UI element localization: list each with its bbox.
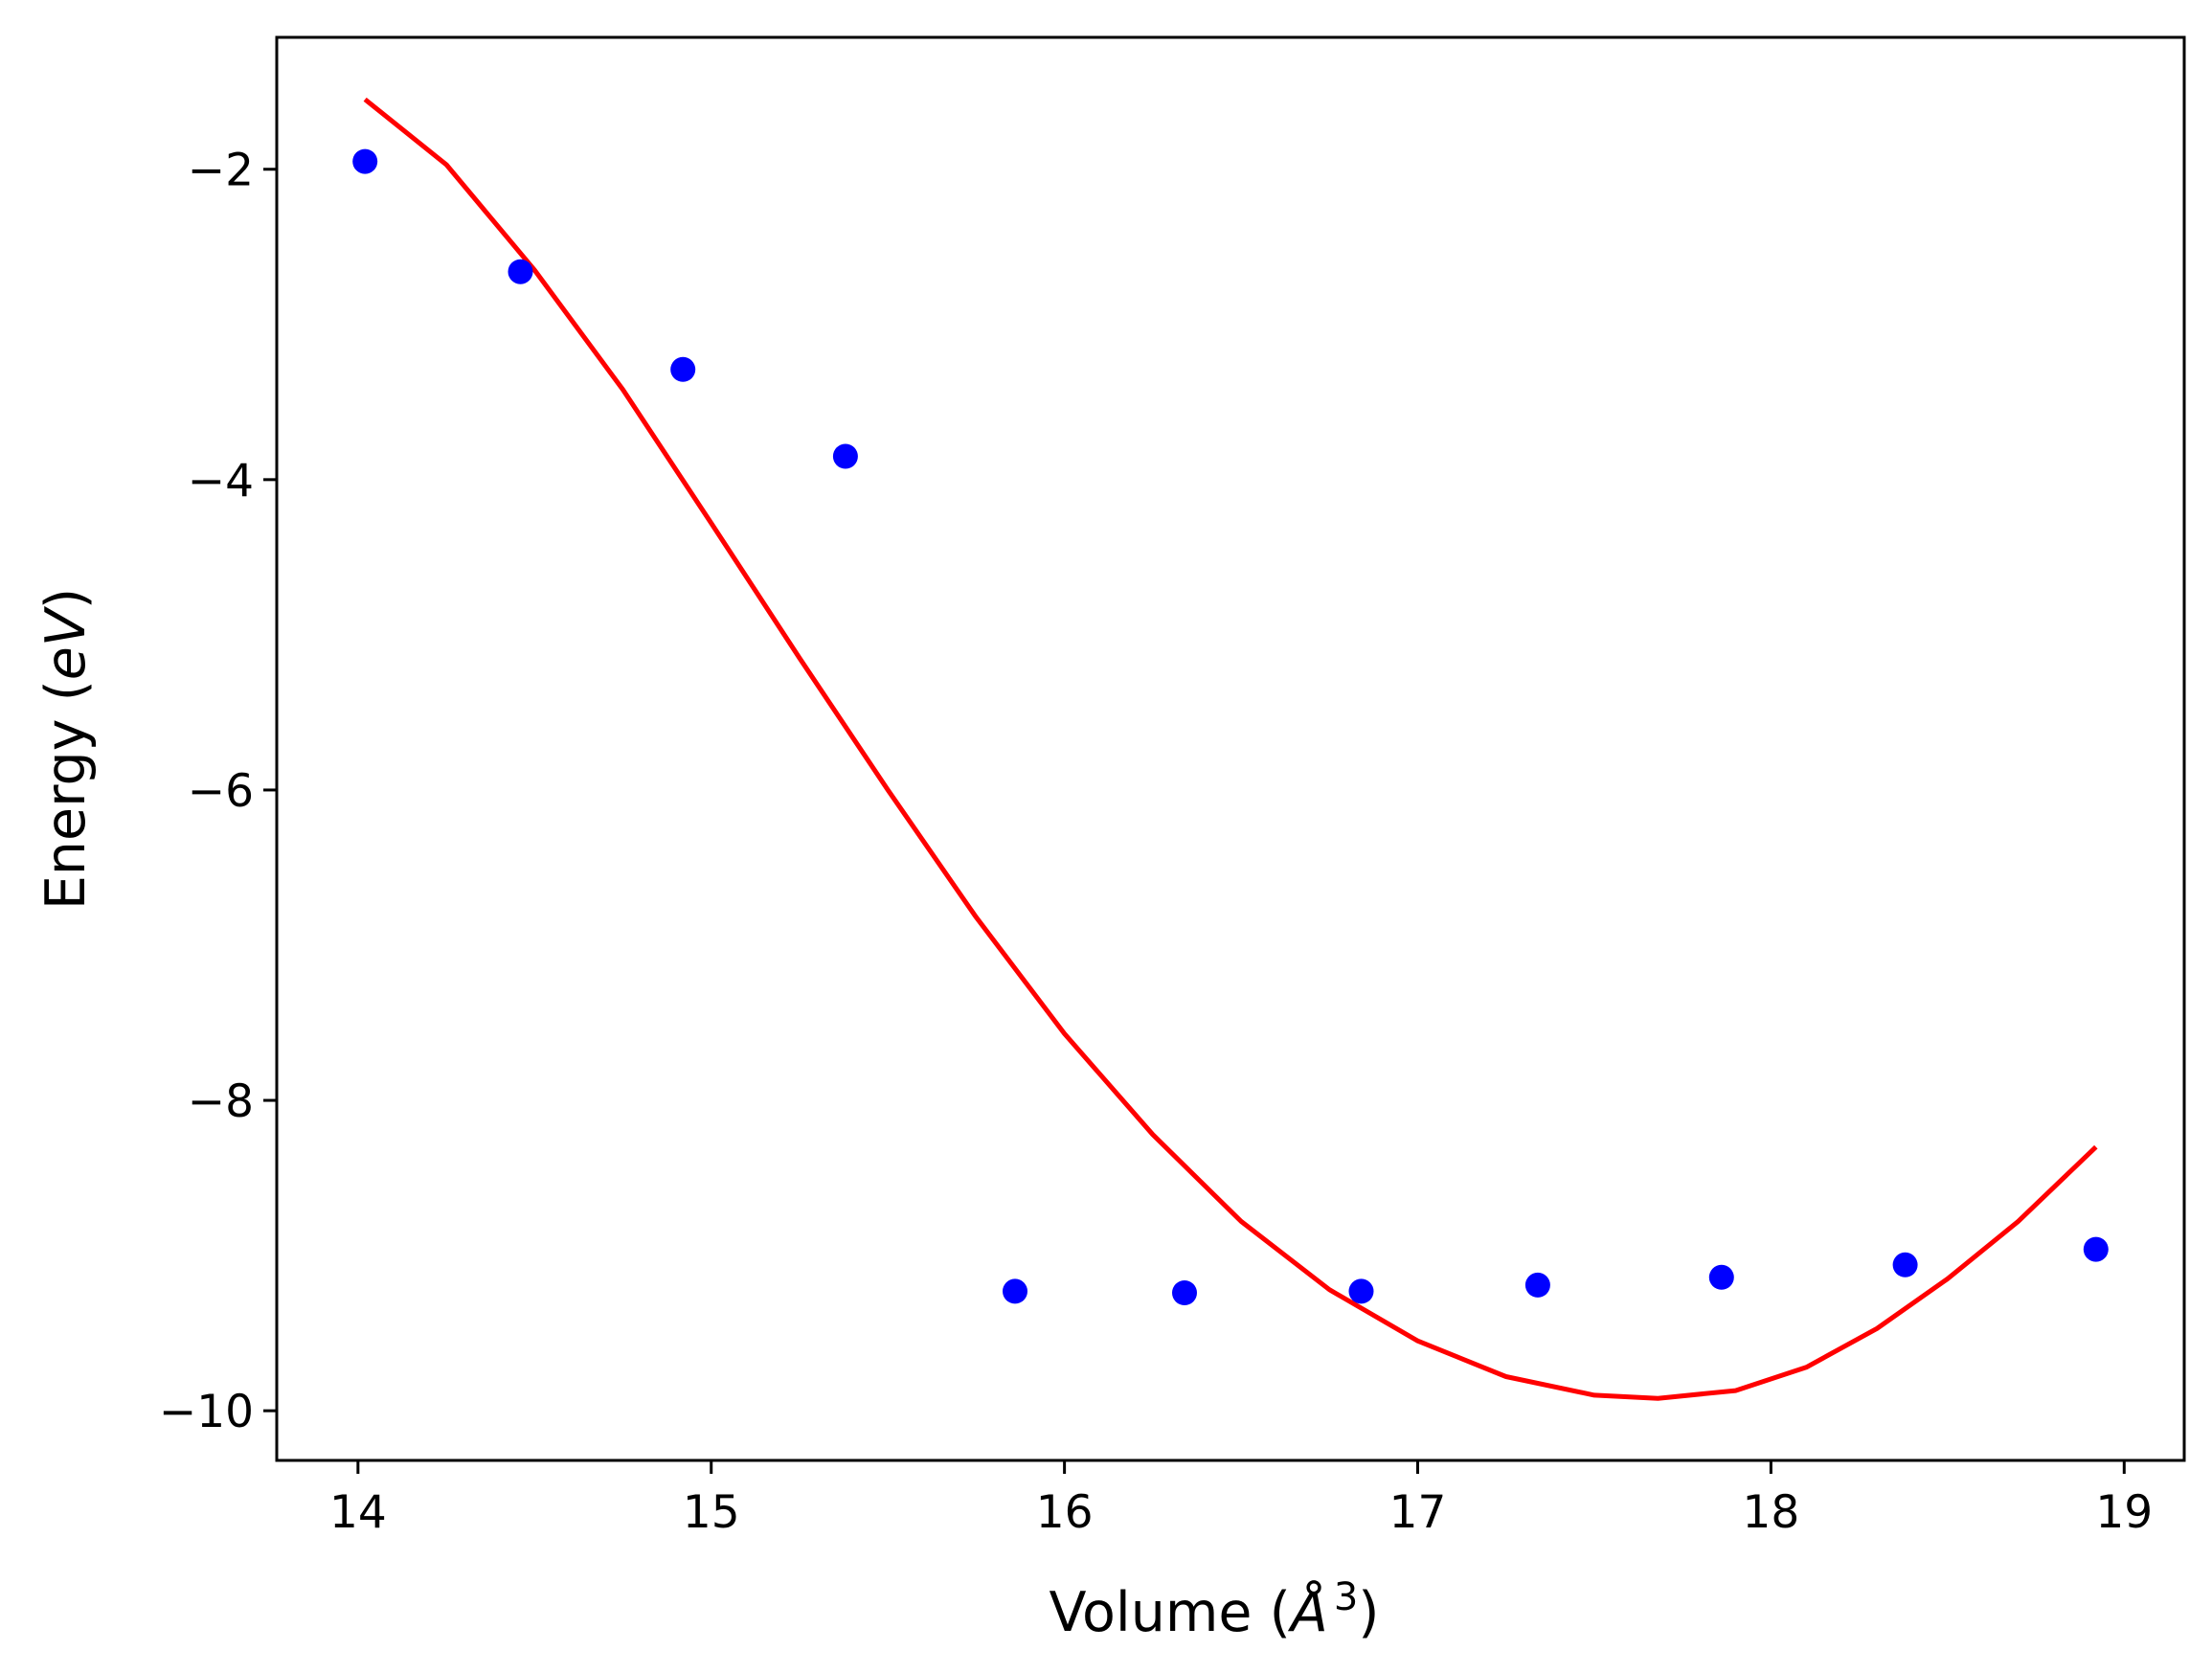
y-axis-label-text: Energy ( <box>34 680 98 910</box>
data-point <box>352 148 378 174</box>
data-point <box>1708 1264 1734 1290</box>
x-tick-label: 19 <box>2095 1486 2153 1539</box>
data-point <box>2083 1236 2109 1262</box>
data-point <box>832 443 858 469</box>
fit-curve <box>363 97 2098 1401</box>
y-axis-label: Energy (eV) <box>34 588 98 910</box>
x-axis: 14 15 16 17 18 19 <box>329 1460 2153 1539</box>
data-point <box>1003 1278 1027 1304</box>
y-axis: −10 −8 −6 −4 −2 <box>159 145 277 1438</box>
x-axis-label: Volume (Å 3) <box>1049 1575 1379 1644</box>
data-point <box>1348 1278 1374 1304</box>
x-tick-label: 17 <box>1389 1486 1447 1539</box>
y-axis-label-close: ) <box>34 588 98 609</box>
x-tick-label: 14 <box>329 1486 387 1539</box>
x-tick-label: 18 <box>1742 1486 1799 1539</box>
data-point <box>670 356 696 382</box>
data-point <box>1172 1280 1197 1305</box>
plot-area <box>352 97 2109 1401</box>
axes-frame <box>275 35 2186 1462</box>
y-tick-label: −8 <box>188 1075 254 1128</box>
x-tick-label: 16 <box>1036 1486 1094 1539</box>
y-axis-label-unit: eV <box>34 605 98 680</box>
data-point <box>1524 1272 1550 1298</box>
x-tick-label: 15 <box>683 1486 740 1539</box>
y-tick-label: −10 <box>159 1386 254 1438</box>
y-tick-label: −4 <box>188 455 254 508</box>
y-tick-label: −6 <box>188 765 254 818</box>
x-axis-label-text: Volume ( <box>1049 1581 1290 1644</box>
x-axis-label-close: ) <box>1358 1581 1379 1644</box>
data-point <box>508 259 533 284</box>
x-axis-label-unit: Å <box>1287 1579 1328 1644</box>
x-axis-label-exponent: 3 <box>1334 1575 1358 1619</box>
y-tick-label: −2 <box>188 145 254 197</box>
data-point <box>1892 1252 1918 1277</box>
